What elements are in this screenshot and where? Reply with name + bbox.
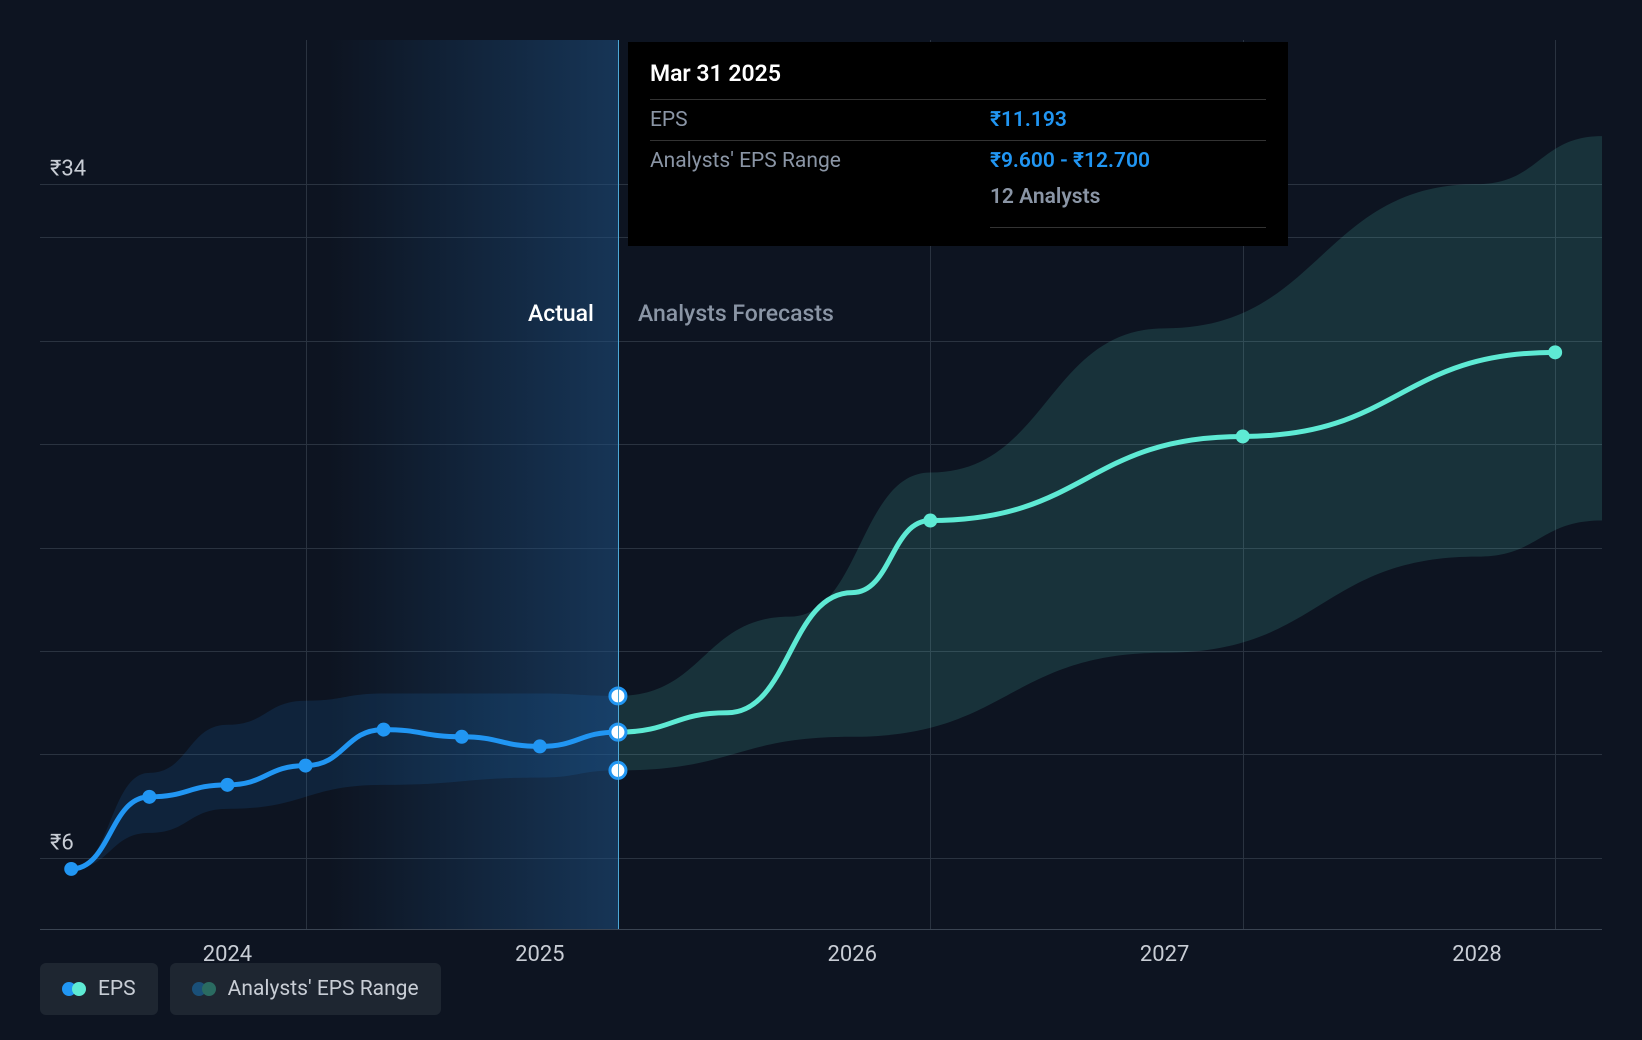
x-tick-label: 2025: [515, 942, 564, 967]
tooltip-row-label: EPS: [650, 108, 990, 132]
legend-label: EPS: [98, 977, 136, 1001]
tooltip-row-value: ₹9.600 - ₹12.700: [990, 149, 1150, 173]
actual-forecast-divider: [618, 40, 619, 929]
eps-forecast-chart: Actual Analysts Forecasts ₹6₹34 20242025…: [0, 0, 1642, 1040]
tooltip-date: Mar 31 2025: [650, 60, 1266, 100]
legend-swatch-eps: [62, 982, 86, 996]
x-tick-label: 2027: [1140, 942, 1189, 967]
legend-swatch-range: [192, 982, 216, 996]
legend-item-range[interactable]: Analysts' EPS Range: [170, 963, 441, 1015]
tooltip-rows: EPS₹11.193Analysts' EPS Range₹9.600 - ₹1…: [650, 100, 1266, 181]
tooltip-row-value: ₹11.193: [990, 108, 1067, 132]
legend-item-eps[interactable]: EPS: [40, 963, 158, 1015]
x-tick-label: 2026: [828, 942, 877, 967]
tooltip-row-label: Analysts' EPS Range: [650, 149, 990, 173]
actual-region-label: Actual: [528, 300, 594, 327]
x-tick-label: 2028: [1452, 942, 1501, 967]
plot-area[interactable]: Actual Analysts Forecasts ₹6₹34 20242025…: [40, 40, 1602, 930]
legend-label: Analysts' EPS Range: [228, 977, 419, 1001]
data-tooltip: Mar 31 2025 EPS₹11.193Analysts' EPS Rang…: [628, 42, 1288, 246]
tooltip-analyst-count: 12 Analysts: [990, 181, 1266, 228]
forecast-region-label: Analysts Forecasts: [638, 300, 834, 327]
legend: EPS Analysts' EPS Range: [40, 963, 441, 1015]
